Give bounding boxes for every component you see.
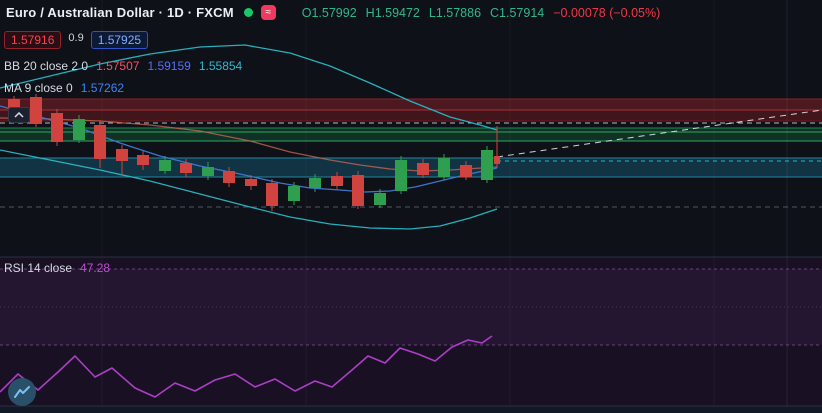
bb-label[interactable]: BB 20 close 2 0 xyxy=(4,59,89,73)
close-value: C1.57914 xyxy=(490,5,545,20)
sell-price-badge[interactable]: 1.57916 xyxy=(4,31,62,49)
ma-legend: MA 9 close 0 1.57262 xyxy=(4,81,124,95)
ohlc-values: O1.57992 H1.59472 L1.57886 C1.57914 xyxy=(302,6,545,20)
open-value: O1.57992 xyxy=(301,5,357,20)
bb-lower-value: 1.55854 xyxy=(198,59,243,73)
bb-legend: BB 20 close 2 0 1.57507 1.59159 1.55854 xyxy=(4,59,242,73)
bb-basis-value: 1.57507 xyxy=(96,59,140,73)
ma-label[interactable]: MA 9 close 0 xyxy=(4,81,73,95)
rsi-legend: RSI 14 close 47.28 xyxy=(4,261,110,275)
ma-value: 1.57262 xyxy=(80,81,125,95)
spread-value: 0.9 xyxy=(68,32,84,44)
price-badges: 1.57916 0.9 1.57925 xyxy=(4,31,149,49)
change-value: −0.00078 (−0.05%) xyxy=(553,5,661,20)
buy-price-badge[interactable]: 1.57925 xyxy=(90,31,149,49)
symbol-title[interactable]: Euro / Australian Dollar · 1D · FXCM xyxy=(6,5,234,20)
market-status-icon xyxy=(243,8,253,17)
symbol-header: Euro / Australian Dollar · 1D · FXCM ≈ O… xyxy=(6,5,660,20)
rsi-label[interactable]: RSI 14 close xyxy=(4,261,73,275)
mountain-line-icon xyxy=(14,386,30,398)
provider-logo-icon: ≈ xyxy=(260,5,276,20)
rsi-value: 47.28 xyxy=(80,261,111,275)
collapse-legend-button[interactable] xyxy=(8,107,30,123)
low-value: L1.57886 xyxy=(428,5,482,20)
chevron-up-icon xyxy=(14,112,24,118)
tradingview-logo[interactable] xyxy=(8,378,36,406)
high-value: H1.59472 xyxy=(365,5,420,20)
bb-upper-value: 1.59159 xyxy=(147,59,191,73)
